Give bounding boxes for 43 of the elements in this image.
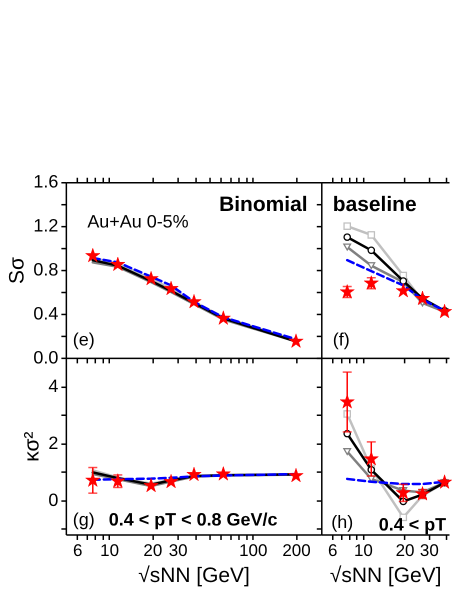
y-axis-title: Sσ <box>5 257 28 284</box>
annotation: 0.4 < pT < 0.8 GeV/c <box>108 509 278 530</box>
annotation: 0.4 < pT <box>378 514 446 535</box>
x-tick-label: 10 <box>100 540 120 560</box>
annotation: (h) <box>331 512 354 532</box>
point <box>364 451 379 466</box>
x-tick-label: 20 <box>396 540 414 560</box>
point <box>340 284 355 298</box>
point <box>364 275 379 290</box>
y-tick-label: 0.8 <box>33 260 58 280</box>
y-tick-label: 4 <box>48 376 58 396</box>
point <box>343 222 352 230</box>
point <box>343 243 352 251</box>
annotation: Au+Au 0-5% <box>87 212 189 232</box>
point <box>343 448 352 456</box>
point <box>415 290 430 305</box>
annotation: baseline <box>332 193 417 216</box>
x-tick-label: 30 <box>420 540 439 560</box>
y-tick-label: 1.2 <box>33 216 58 236</box>
y-tick-label: 1.6 <box>33 172 58 192</box>
x-tick-label: 20 <box>143 540 162 560</box>
y-tick-label: 0.0 <box>33 347 58 368</box>
x-tick-label: 6 <box>73 540 82 560</box>
x-tick-label: 100 <box>239 540 268 560</box>
point <box>367 246 376 254</box>
y-axis-title: κσ² <box>20 432 44 462</box>
x-tick-label: 6 <box>328 540 338 560</box>
annotation: (g) <box>72 509 95 530</box>
annotation: (e) <box>72 329 95 350</box>
point <box>367 262 376 270</box>
point <box>367 231 376 239</box>
point <box>340 394 355 408</box>
x-axis-title: √sNN [GeV] <box>138 564 250 587</box>
x-tick-label: 30 <box>168 540 188 560</box>
y-tick-label: 0 <box>48 490 58 510</box>
point <box>343 233 352 241</box>
x-tick-label: 10 <box>354 540 373 560</box>
x-tick-label: 200 <box>282 540 311 560</box>
annotation: (f) <box>332 329 350 350</box>
y-tick-label: 2 <box>48 432 58 453</box>
x-axis-title: √sNN [GeV] <box>330 564 442 587</box>
y-tick-label: 0.4 <box>33 303 58 324</box>
annotation: Binomial <box>219 193 308 216</box>
